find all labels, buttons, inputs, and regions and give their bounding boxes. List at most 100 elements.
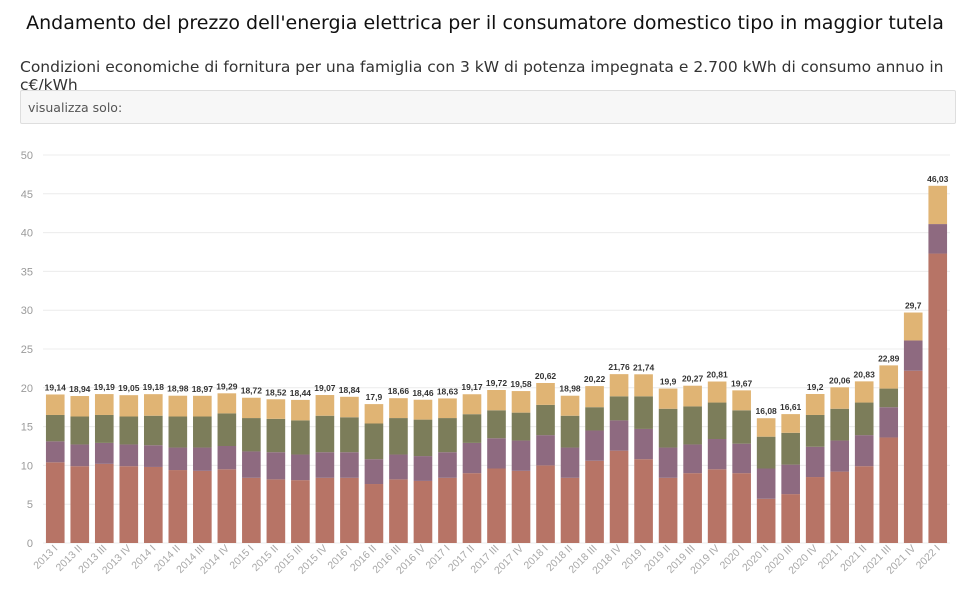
bar-segment[interactable] [732, 473, 751, 543]
bar-segment[interactable] [511, 412, 531, 441]
bar-segment[interactable] [732, 443, 751, 474]
bar-segment[interactable] [560, 477, 580, 543]
bar-segment[interactable] [45, 394, 65, 415]
bar-segment[interactable] [781, 414, 800, 433]
bar-segment[interactable] [536, 465, 555, 543]
bar-segment[interactable] [70, 444, 90, 467]
bar-segment[interactable] [94, 442, 114, 464]
bar-segment[interactable] [143, 445, 163, 467]
bar-segment[interactable] [903, 370, 923, 543]
bar-segment[interactable] [658, 447, 678, 478]
bar-segment[interactable] [94, 414, 114, 443]
bar-segment[interactable] [315, 415, 335, 453]
bar-segment[interactable] [340, 417, 359, 453]
bar-segment[interactable] [340, 477, 359, 543]
bar-segment[interactable] [830, 408, 850, 441]
bar-segment[interactable] [634, 459, 653, 543]
bar-segment[interactable] [585, 430, 604, 461]
bar-segment[interactable] [658, 477, 678, 543]
bar-segment[interactable] [634, 396, 653, 429]
bar-segment[interactable] [854, 435, 874, 467]
bar-segment[interactable] [315, 395, 335, 416]
bar-segment[interactable] [266, 452, 286, 480]
bar-segment[interactable] [560, 415, 580, 448]
bar-segment[interactable] [94, 394, 114, 415]
bar-segment[interactable] [830, 440, 850, 472]
bar-segment[interactable] [413, 480, 433, 543]
bar-segment[interactable] [560, 395, 580, 416]
bar-segment[interactable] [928, 224, 948, 254]
bar-segment[interactable] [168, 447, 188, 471]
bar-segment[interactable] [168, 470, 188, 543]
bar-segment[interactable] [389, 454, 408, 480]
bar-segment[interactable] [756, 468, 776, 499]
bar-segment[interactable] [511, 391, 531, 413]
bar-segment[interactable] [291, 420, 310, 455]
bar-segment[interactable] [217, 446, 237, 470]
bar-segment[interactable] [462, 442, 482, 474]
bar-segment[interactable] [462, 473, 482, 543]
bar-segment[interactable] [781, 494, 800, 543]
bar-segment[interactable] [634, 374, 653, 397]
bar-segment[interactable] [609, 396, 629, 421]
bar-segment[interactable] [266, 418, 286, 453]
bar-segment[interactable] [438, 477, 457, 543]
bar-segment[interactable] [928, 253, 948, 543]
bar-segment[interactable] [389, 479, 408, 543]
bar-segment[interactable] [683, 385, 702, 407]
bar-segment[interactable] [609, 450, 629, 543]
bar-segment[interactable] [193, 447, 212, 471]
bar-segment[interactable] [683, 444, 702, 474]
bar-segment[interactable] [585, 386, 604, 408]
bar-segment[interactable] [119, 466, 139, 543]
bar-segment[interactable] [438, 398, 457, 419]
bar-segment[interactable] [854, 381, 874, 403]
bar-segment[interactable] [560, 447, 580, 478]
bar-segment[interactable] [242, 477, 261, 543]
bar-segment[interactable] [45, 462, 65, 543]
bar-segment[interactable] [45, 414, 65, 442]
bar-segment[interactable] [143, 415, 163, 446]
bar-segment[interactable] [70, 396, 90, 417]
bar-segment[interactable] [536, 435, 555, 466]
bar-segment[interactable] [511, 470, 531, 543]
bar-segment[interactable] [830, 471, 850, 543]
bar-segment[interactable] [193, 395, 212, 417]
bar-segment[interactable] [315, 477, 335, 543]
bar-segment[interactable] [707, 381, 727, 403]
bar-segment[interactable] [781, 432, 800, 465]
bar-segment[interactable] [879, 437, 899, 543]
bar-segment[interactable] [536, 404, 555, 436]
bar-segment[interactable] [707, 402, 727, 440]
bar-segment[interactable] [413, 399, 433, 420]
bar-segment[interactable] [340, 396, 359, 418]
bar-segment[interactable] [119, 444, 139, 467]
bar-segment[interactable] [389, 398, 408, 419]
bar-segment[interactable] [683, 473, 702, 543]
bar-segment[interactable] [364, 423, 384, 460]
bar-segment[interactable] [193, 416, 212, 448]
bar-segment[interactable] [266, 479, 286, 543]
bar-segment[interactable] [438, 452, 457, 478]
bar-segment[interactable] [903, 340, 923, 371]
bar-segment[interactable] [879, 388, 899, 408]
bar-segment[interactable] [242, 397, 261, 419]
bar-segment[interactable] [291, 480, 310, 543]
bar-segment[interactable] [438, 418, 457, 453]
bar-segment[interactable] [683, 406, 702, 445]
bar-segment[interactable] [389, 418, 408, 455]
bar-segment[interactable] [805, 477, 825, 543]
bar-segment[interactable] [119, 395, 139, 417]
bar-segment[interactable] [70, 416, 90, 445]
bar-segment[interactable] [707, 439, 727, 470]
bar-segment[interactable] [413, 419, 433, 457]
bar-segment[interactable] [805, 394, 825, 415]
bar-segment[interactable] [462, 394, 482, 415]
bar-segment[interactable] [168, 395, 188, 417]
bar-segment[interactable] [487, 410, 506, 439]
bar-segment[interactable] [340, 452, 359, 478]
bar-segment[interactable] [707, 469, 727, 543]
bar-segment[interactable] [242, 451, 261, 478]
bar-segment[interactable] [119, 416, 139, 445]
bar-segment[interactable] [217, 393, 237, 414]
